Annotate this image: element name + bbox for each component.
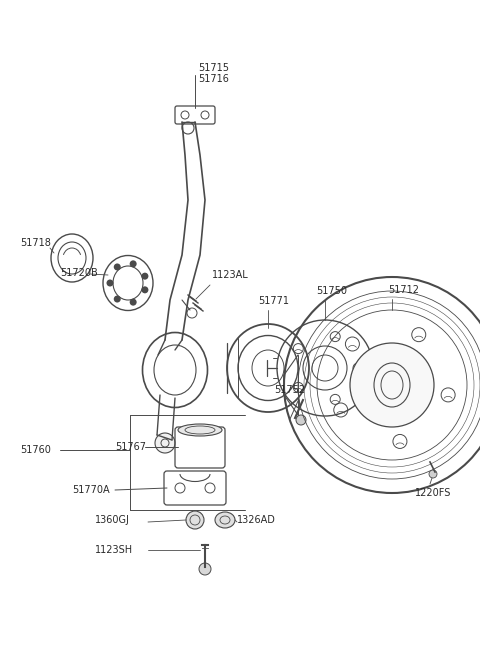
Text: 1123SH: 1123SH	[95, 545, 133, 555]
Ellipse shape	[178, 424, 222, 436]
Text: 51712: 51712	[388, 285, 419, 295]
Text: 51771: 51771	[258, 296, 289, 306]
Circle shape	[142, 286, 148, 293]
Text: 51716: 51716	[198, 74, 229, 84]
Circle shape	[130, 260, 137, 267]
Text: 1220FS: 1220FS	[415, 488, 451, 498]
Circle shape	[114, 263, 121, 271]
Text: 51715: 51715	[198, 63, 229, 73]
Text: 1123AL: 1123AL	[212, 270, 249, 280]
Text: 1360GJ: 1360GJ	[95, 515, 130, 525]
Circle shape	[142, 272, 148, 280]
Text: 51720B: 51720B	[60, 268, 98, 278]
Ellipse shape	[215, 512, 235, 528]
Text: 51750: 51750	[316, 286, 347, 296]
Circle shape	[186, 511, 204, 529]
Circle shape	[130, 299, 137, 306]
Circle shape	[296, 415, 306, 425]
Text: 51770A: 51770A	[72, 485, 109, 495]
Text: 1326AD: 1326AD	[237, 515, 276, 525]
Text: 51760: 51760	[20, 445, 51, 455]
Circle shape	[199, 563, 211, 575]
Circle shape	[429, 470, 437, 478]
Text: 51752: 51752	[274, 385, 305, 395]
Text: 51718: 51718	[20, 238, 51, 248]
Circle shape	[114, 295, 121, 303]
Circle shape	[107, 280, 113, 286]
Circle shape	[350, 343, 434, 427]
Circle shape	[155, 433, 175, 453]
Text: 51767: 51767	[115, 442, 146, 452]
